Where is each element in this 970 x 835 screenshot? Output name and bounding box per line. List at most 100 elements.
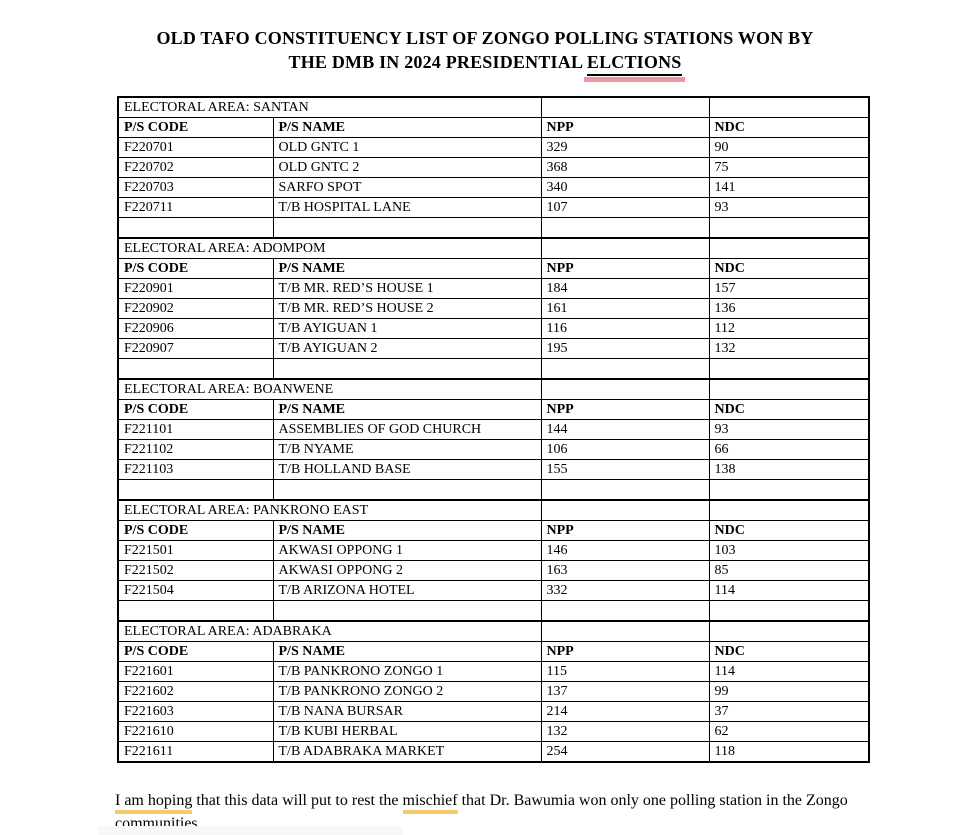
empty-cell	[117, 479, 274, 501]
data-row: F220701 OLD GNTC 1 329 90	[117, 137, 870, 158]
empty-cell	[272, 479, 542, 501]
ps-code-cell: F221502	[117, 560, 274, 581]
footer-paragraph: I am hoping that this data will put to r…	[115, 789, 863, 835]
data-row: F220902 T/B MR. RED’S HOUSE 2 161 136	[117, 298, 870, 319]
spacer-row	[117, 358, 870, 380]
ps-name-cell: OLD GNTC 2	[272, 157, 542, 178]
column-header: P/S CODE	[117, 117, 274, 138]
ndc-votes-cell: 141	[708, 177, 870, 198]
title-line-2-text: THE DMB IN 2024 PRESIDENTIAL	[288, 52, 587, 72]
spacer-row	[117, 217, 870, 239]
empty-cell	[708, 620, 870, 642]
data-row: F221602 T/B PANKRONO ZONGO 2 137 99	[117, 681, 870, 702]
electoral-area-label: ELECTORAL AREA: SANTAN	[117, 96, 542, 118]
ps-name-cell: T/B AYIGUAN 2	[272, 338, 542, 359]
ps-name-cell: T/B PANKRONO ZONGO 1	[272, 661, 542, 682]
empty-cell	[708, 479, 870, 501]
ps-name-cell: T/B HOSPITAL LANE	[272, 197, 542, 218]
npp-votes-cell: 161	[540, 298, 710, 319]
empty-cell	[540, 217, 710, 239]
ndc-votes-cell: 112	[708, 318, 870, 339]
column-header: NPP	[540, 520, 710, 541]
ps-name-cell: AKWASI OPPONG 1	[272, 540, 542, 561]
empty-cell	[708, 358, 870, 380]
ps-code-cell: F220902	[117, 298, 274, 319]
column-header-row: P/S CODE P/S NAME NPP NDC	[117, 399, 870, 420]
ps-name-cell: T/B PANKRONO ZONGO 2	[272, 681, 542, 702]
empty-cell	[540, 620, 710, 642]
spacer-row	[117, 600, 870, 622]
electoral-area-label: ELECTORAL AREA: BOANWENE	[117, 378, 542, 400]
column-header: NDC	[708, 641, 870, 662]
npp-votes-cell: 214	[540, 701, 710, 722]
npp-votes-cell: 116	[540, 318, 710, 339]
ps-code-cell: F221601	[117, 661, 274, 682]
electoral-area-row: ELECTORAL AREA: BOANWENE	[117, 378, 870, 400]
ps-code-cell: F221101	[117, 419, 274, 440]
empty-cell	[540, 237, 710, 259]
ndc-votes-cell: 114	[708, 580, 870, 601]
ndc-votes-cell: 85	[708, 560, 870, 581]
ps-name-cell: T/B NYAME	[272, 439, 542, 460]
ndc-votes-cell: 66	[708, 439, 870, 460]
ps-code-cell: F221102	[117, 439, 274, 460]
electoral-area-row: ELECTORAL AREA: PANKRONO EAST	[117, 499, 870, 521]
spacer-row	[117, 479, 870, 501]
ps-name-cell: T/B HOLLAND BASE	[272, 459, 542, 480]
npp-votes-cell: 155	[540, 459, 710, 480]
empty-cell	[117, 600, 274, 622]
data-row: F220901 T/B MR. RED’S HOUSE 1 184 157	[117, 278, 870, 299]
grammar-underlined-text: I am hoping	[115, 792, 193, 814]
ps-name-cell: AKWASI OPPONG 2	[272, 560, 542, 581]
npp-votes-cell: 132	[540, 721, 710, 742]
npp-votes-cell: 329	[540, 137, 710, 158]
data-row: F220702 OLD GNTC 2 368 75	[117, 157, 870, 178]
title-line-2: THE DMB IN 2024 PRESIDENTIAL ELCTIONS	[0, 50, 970, 82]
ps-code-cell: F221610	[117, 721, 274, 742]
column-header: P/S CODE	[117, 399, 274, 420]
column-header: P/S NAME	[272, 399, 542, 420]
column-header: NPP	[540, 117, 710, 138]
ps-code-cell: F220711	[117, 197, 274, 218]
ndc-votes-cell: 103	[708, 540, 870, 561]
ndc-votes-cell: 90	[708, 137, 870, 158]
column-header: P/S CODE	[117, 258, 274, 279]
npp-votes-cell: 144	[540, 419, 710, 440]
column-header: NDC	[708, 117, 870, 138]
column-header: P/S CODE	[117, 641, 274, 662]
column-header: P/S NAME	[272, 641, 542, 662]
electoral-area-label: ELECTORAL AREA: PANKRONO EAST	[117, 499, 542, 521]
npp-votes-cell: 184	[540, 278, 710, 299]
ps-code-cell: F220702	[117, 157, 274, 178]
npp-votes-cell: 107	[540, 197, 710, 218]
document-title: OLD TAFO CONSTITUENCY LIST OF ZONGO POLL…	[0, 26, 970, 82]
empty-cell	[272, 358, 542, 380]
ps-code-cell: F221603	[117, 701, 274, 722]
ps-name-cell: T/B KUBI HERBAL	[272, 721, 542, 742]
npp-votes-cell: 340	[540, 177, 710, 198]
electoral-area-row: ELECTORAL AREA: ADABRAKA	[117, 620, 870, 642]
empty-cell	[117, 217, 274, 239]
ps-code-cell: F220907	[117, 338, 274, 359]
ndc-votes-cell: 136	[708, 298, 870, 319]
npp-votes-cell: 368	[540, 157, 710, 178]
column-header-row: P/S CODE P/S NAME NPP NDC	[117, 117, 870, 138]
column-header: P/S NAME	[272, 117, 542, 138]
column-header: NPP	[540, 399, 710, 420]
npp-votes-cell: 332	[540, 580, 710, 601]
data-row: F220703 SARFO SPOT 340 141	[117, 177, 870, 198]
column-header: P/S NAME	[272, 258, 542, 279]
ndc-votes-cell: 138	[708, 459, 870, 480]
ps-code-cell: F221504	[117, 580, 274, 601]
electoral-area-label: ELECTORAL AREA: ADOMPOM	[117, 237, 542, 259]
ps-name-cell: T/B MR. RED’S HOUSE 2	[272, 298, 542, 319]
column-header-row: P/S CODE P/S NAME NPP NDC	[117, 258, 870, 279]
empty-cell	[708, 499, 870, 521]
empty-cell	[708, 217, 870, 239]
data-row: F221103 T/B HOLLAND BASE 155 138	[117, 459, 870, 480]
data-row: F220907 T/B AYIGUAN 2 195 132	[117, 338, 870, 359]
data-row: F221610 T/B KUBI HERBAL 132 62	[117, 721, 870, 742]
data-row: F221504 T/B ARIZONA HOTEL 332 114	[117, 580, 870, 601]
ndc-votes-cell: 93	[708, 197, 870, 218]
